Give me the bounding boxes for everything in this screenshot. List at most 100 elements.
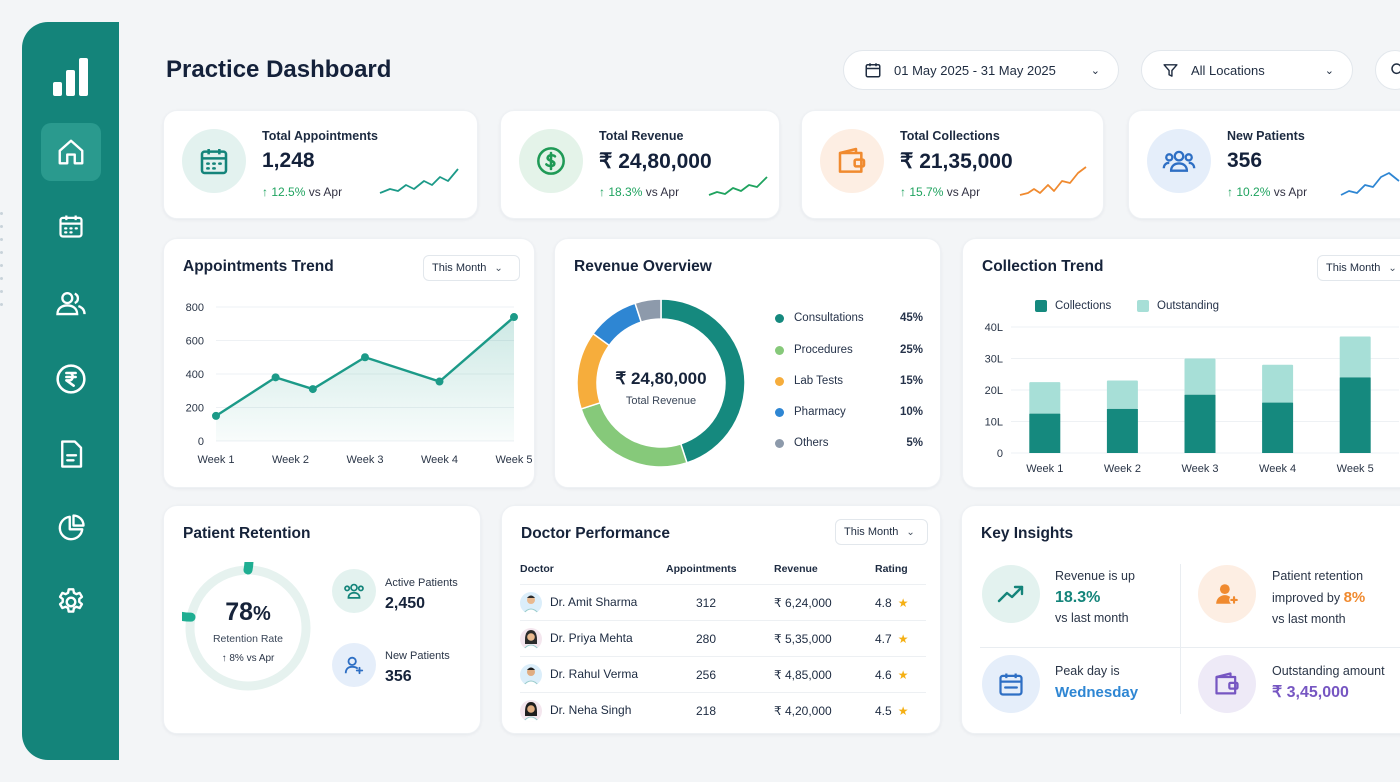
kpi-card-new-patients[interactable]: New Patients 356 ↑ 10.2% vs Apr: [1128, 110, 1400, 219]
period-select-value: This Month: [844, 526, 899, 538]
sidebar-item-billing[interactable]: [41, 350, 101, 408]
table-row[interactable]: Dr. Rahul Verma 256 ₹ 4,85,000 4.6 ★: [520, 656, 926, 693]
avatar: [520, 627, 542, 650]
collection-trend-card: Collection Trend This Month ⌄ Collections…: [962, 238, 1400, 488]
sidebar-item-home[interactable]: [41, 123, 101, 181]
doctor-name: Dr. Amit Sharma: [550, 594, 638, 609]
column-header: Doctor: [520, 558, 666, 585]
rupee-icon: [56, 364, 86, 394]
sidebar-item-patients[interactable]: [41, 274, 101, 332]
kpi-label: Total Collections: [900, 129, 1000, 143]
insight-retention: Patient retention improved by 8% vs last…: [1272, 566, 1365, 630]
doctor-name: Dr. Priya Mehta: [550, 630, 633, 645]
arrow-up-icon: ↑: [599, 185, 605, 199]
card-title: Patient Retention: [183, 525, 311, 542]
legend-pct: 45%: [899, 312, 923, 324]
users-icon: [1147, 129, 1211, 193]
kpi-delta-value: 18.3%: [608, 185, 643, 199]
chevron-down-icon: ⌄: [1090, 64, 1100, 77]
rating-cell: 4.8 ★: [875, 584, 926, 621]
insight-value: 18.3%: [1055, 589, 1101, 606]
sidebar-item-settings[interactable]: [41, 573, 101, 631]
calendar-icon: [982, 655, 1040, 713]
revenue-donut-chart: [576, 298, 746, 468]
search-button[interactable]: [1375, 50, 1400, 90]
period-select[interactable]: This Month ⌄: [423, 255, 520, 281]
table-row[interactable]: Dr. Neha Singh 218 ₹ 4,20,000 4.5 ★: [520, 693, 926, 729]
avatar: [520, 663, 542, 686]
x-tick-label: Week 2: [272, 454, 309, 466]
sparkline: [1019, 166, 1087, 196]
kpi-delta-value: 12.5%: [271, 185, 306, 199]
y-tick-label: 400: [186, 369, 204, 381]
sparkline: [708, 176, 768, 196]
insight-text: Patient retention: [1272, 569, 1364, 583]
avatar: [520, 591, 542, 614]
donut-slice-others: [634, 298, 662, 324]
period-select[interactable]: This Month ⌄: [1317, 255, 1400, 281]
bar-collections: [1029, 413, 1061, 453]
sidebar-item-appointments[interactable]: [41, 197, 101, 255]
sparkline: [1340, 172, 1400, 196]
kpi-card-collections[interactable]: Total Collections ₹ 21,35,000 ↑ 15.7% vs…: [801, 110, 1104, 219]
data-point: [308, 385, 317, 394]
active-patients-label: Active Patients: [385, 577, 458, 589]
divider: [1180, 564, 1181, 714]
retention-delta: ↑ 8% vs Apr: [221, 653, 275, 664]
bar-collections: [1339, 377, 1371, 453]
y-tick-label: 10L: [985, 417, 1003, 429]
donut-slice-pharmacy: [591, 302, 643, 347]
calendar-icon: [59, 215, 83, 238]
legend-item: Lab Tests 15%: [775, 375, 923, 387]
retention-rate: 78%: [182, 598, 314, 627]
logo-bar-chart-icon: [41, 48, 101, 106]
period-select-value: This Month: [1326, 262, 1381, 274]
legend-pct: 25%: [899, 344, 923, 356]
kpi-card-revenue[interactable]: Total Revenue ₹ 24,80,000 ↑ 18.3% vs Apr: [500, 110, 780, 219]
kpi-delta: ↑ 15.7% vs Apr: [900, 185, 980, 199]
sidebar-item-analytics[interactable]: [41, 499, 101, 557]
date-range-text: 01 May 2025 - 31 May 2025: [894, 62, 1056, 78]
revenue-overview-card: Revenue Overview ₹ 24,80,000 Total Reven…: [554, 238, 941, 488]
doctor-table: Doctor Appointments Revenue Rating Dr. A…: [520, 558, 926, 729]
avatar: [520, 699, 542, 722]
period-select[interactable]: This Month ⌄: [835, 519, 928, 545]
legend-label: Pharmacy: [794, 406, 846, 418]
bar-collections: [1184, 394, 1216, 453]
doctor-name: Dr. Rahul Verma: [550, 666, 639, 681]
chevron-down-icon: ⌄: [906, 526, 915, 538]
table-header-row: Doctor Appointments Revenue Rating: [520, 558, 926, 585]
bar-collections: [1106, 408, 1138, 453]
legend-collections: Collections: [1035, 300, 1111, 312]
bar-outstanding: [1262, 364, 1294, 403]
table-row[interactable]: Dr. Priya Mehta 280 ₹ 5,35,000 4.7 ★: [520, 620, 926, 657]
kpi-card-appointments[interactable]: Total Appointments 1,248 ↑ 12.5% vs Apr: [163, 110, 478, 219]
card-title: Doctor Performance: [521, 525, 671, 542]
rating-value: 4.7: [875, 631, 892, 646]
appointments-cell: 280: [666, 620, 774, 657]
key-insights-card: Key Insights Revenue is up 18.3% vs last…: [961, 505, 1400, 734]
x-tick-label: Week 3: [1181, 463, 1218, 475]
location-filter[interactable]: All Locations ⌄: [1141, 50, 1353, 90]
rating-cell: 4.7 ★: [875, 620, 926, 657]
retention-rate-unit: %: [253, 603, 271, 625]
kpi-delta-suffix: vs Apr: [1273, 185, 1308, 199]
user-plus-icon: [1198, 565, 1256, 623]
bar-outstanding: [1184, 358, 1216, 395]
x-tick-label: Week 4: [421, 454, 458, 466]
data-point: [271, 373, 280, 382]
donut-center-label: Total Revenue: [625, 395, 697, 407]
table-row[interactable]: Dr. Amit Sharma 312 ₹ 6,24,000 4.8 ★: [520, 584, 926, 621]
legend-label: Consultations: [794, 312, 864, 324]
y-tick-label: 30L: [985, 354, 1003, 366]
active-patients-value: 2,450: [385, 595, 426, 612]
arrow-up-icon: ↑: [900, 185, 906, 199]
kpi-delta-suffix: vs Apr: [645, 185, 680, 199]
wallet-icon: [820, 129, 884, 193]
x-tick-label: Week 5: [495, 454, 532, 466]
kpi-value: ₹ 24,80,000: [599, 150, 712, 173]
y-tick-label: 600: [186, 336, 204, 348]
sidebar-item-reports[interactable]: [41, 425, 101, 483]
date-range-picker[interactable]: 01 May 2025 - 31 May 2025 ⌄: [843, 50, 1119, 90]
retention-rate-value: 78: [225, 598, 253, 626]
